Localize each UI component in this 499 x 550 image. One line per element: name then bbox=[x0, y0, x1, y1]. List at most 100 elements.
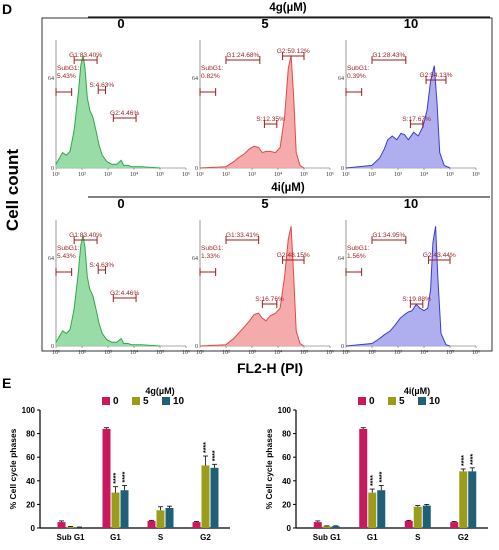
legend-label-0: 0 bbox=[113, 396, 119, 407]
y-tick-label: 60 bbox=[26, 453, 35, 462]
row2-compound: 4i(µM) bbox=[271, 182, 305, 194]
gate-label: S:17.67% bbox=[402, 116, 431, 123]
y-tick-label: 40 bbox=[282, 477, 291, 486]
x-tick-label: 10⁶ bbox=[182, 172, 190, 178]
y-tick-label: 0 bbox=[31, 524, 36, 533]
bar-s-5 bbox=[156, 510, 165, 528]
chart-title: 4g(µM) bbox=[145, 386, 174, 396]
bar-g1-10 bbox=[377, 490, 386, 528]
bar-s-10 bbox=[165, 507, 174, 528]
y-axis-label: % Cell cycle phases bbox=[264, 428, 274, 509]
legend-label-5: 5 bbox=[399, 396, 405, 407]
bar-g1-10 bbox=[120, 490, 129, 528]
y-tick-label: 100 bbox=[22, 406, 36, 415]
x-tick-label: 10⁴ bbox=[274, 350, 282, 356]
concentration-label: 5 bbox=[261, 196, 268, 211]
x-tick-label: 10² bbox=[78, 172, 86, 178]
y-tick-label: 64 bbox=[338, 256, 344, 262]
histogram-1-0: 10¹ 10² 10³ 10⁴ 10⁵ 10⁶ 0 64 0 SubG1:5.43% G1:83.4… bbox=[48, 196, 190, 356]
x-tick-label: 10³ bbox=[248, 172, 256, 178]
category-label: G2 bbox=[200, 533, 211, 542]
histogram-fill bbox=[200, 226, 304, 346]
x-tick-label: 10⁶ bbox=[326, 172, 334, 178]
y-tick-label: 0 bbox=[51, 344, 54, 350]
x-tick-label: 10⁴ bbox=[130, 350, 138, 356]
y-tick-label: 64 bbox=[338, 76, 344, 82]
gate-label-subg1: SubG1: bbox=[57, 245, 80, 252]
gate-label-subg1-value: 0.39% bbox=[347, 73, 366, 80]
x-tick-label: 10³ bbox=[394, 350, 402, 356]
y-tick-label: 0 bbox=[195, 166, 198, 172]
x-tick-label: 10² bbox=[368, 172, 376, 178]
y-tick-label: 0 bbox=[195, 344, 198, 350]
gate-label: G1:28.43% bbox=[372, 52, 405, 59]
gate-label-subg1-value: 5.43% bbox=[57, 73, 76, 80]
x-tick-label: 10² bbox=[222, 172, 230, 178]
significance-stars: **** bbox=[461, 455, 468, 466]
legend-label-0: 0 bbox=[369, 396, 375, 407]
x-tick-label: 10⁴ bbox=[420, 172, 428, 178]
histogram-outline bbox=[199, 226, 305, 347]
bar-s-0 bbox=[404, 520, 413, 528]
panel-d-frame bbox=[41, 17, 493, 352]
x-tick-label: 10² bbox=[78, 350, 86, 356]
significance-stars: **** bbox=[113, 473, 120, 484]
histogram-0-0: 10¹ 10² 10³ 10⁴ 10⁵ 10⁶ 0 64 0 SubG1:5.43% G1:83.4… bbox=[48, 16, 190, 178]
gate-label-subg1-value: 1.56% bbox=[347, 253, 366, 260]
x-tick-label: 10² bbox=[222, 350, 230, 356]
y-tick-label: 0 bbox=[341, 166, 344, 172]
x-tick-label: 10⁵ bbox=[300, 172, 308, 178]
gate-label-subg1: SubG1: bbox=[201, 245, 224, 252]
bar-subg1-0 bbox=[313, 522, 322, 528]
gate-label: G1:83.40% bbox=[69, 52, 102, 59]
gate-label: S:19.88% bbox=[402, 296, 431, 303]
bar-g1-0 bbox=[359, 428, 368, 528]
x-tick-label: 10¹ bbox=[196, 350, 204, 356]
gate-label: G2:43.44% bbox=[423, 252, 456, 259]
histogram-outline bbox=[55, 234, 161, 347]
y-tick-label: 100 bbox=[278, 406, 292, 415]
x-tick-label: 10³ bbox=[104, 172, 112, 178]
bar-subg1-0 bbox=[57, 522, 66, 528]
gate-label-subg1: SubG1: bbox=[201, 65, 224, 72]
histogram-1-2: 10¹ 10² 10³ 10⁴ 10⁵ 10⁶ 0 64 10 SubG1:1.56% G1:34.… bbox=[338, 196, 480, 356]
flow-histograms: 10¹ 10² 10³ 10⁴ 10⁵ 10⁶ 0 64 0 SubG1: 5.43% G1:83.4… bbox=[48, 16, 480, 356]
bar-subg1-5 bbox=[322, 526, 331, 528]
x-tick-label: 10³ bbox=[104, 350, 112, 356]
x-tick-label: 10⁶ bbox=[472, 350, 480, 356]
x-tick-label: 10⁴ bbox=[130, 172, 138, 178]
y-tick-label: 80 bbox=[26, 430, 35, 439]
gate-label: G2:54.13% bbox=[420, 72, 453, 79]
category-label: Sub G1 bbox=[56, 533, 85, 542]
x-tick-label: 10² bbox=[368, 350, 376, 356]
y-tick-label: 64 bbox=[48, 256, 54, 262]
y-axis-label: % Cell cycle phases bbox=[8, 428, 18, 509]
bar-chart-0: 4g(µM) % Cell cycle phases 0 20 40 60 80 100 0 5 1… bbox=[8, 386, 230, 542]
bar-g2-5 bbox=[459, 471, 468, 528]
legend-label-5: 5 bbox=[143, 396, 149, 407]
gate-label: S:16.76% bbox=[255, 296, 284, 303]
category-label: G1 bbox=[110, 533, 121, 542]
histogram-fill bbox=[346, 226, 450, 346]
histogram-outline bbox=[199, 55, 305, 169]
panel-d-x-label: FL2-H (PI) bbox=[237, 360, 303, 376]
x-tick-label: 10⁶ bbox=[326, 350, 334, 356]
bar-g2-10 bbox=[468, 471, 477, 528]
y-tick-label: 40 bbox=[26, 477, 35, 486]
legend-label-10: 10 bbox=[429, 396, 441, 407]
legend-swatch-0 bbox=[358, 397, 366, 405]
x-tick-label: 10⁵ bbox=[446, 350, 454, 356]
bar-subg1-10 bbox=[75, 527, 84, 528]
bar-g2-0 bbox=[192, 522, 201, 528]
legend-label-10: 10 bbox=[173, 396, 185, 407]
category-label: S bbox=[415, 533, 421, 542]
bar-g2-0 bbox=[450, 522, 459, 528]
bar-subg1-10 bbox=[331, 526, 340, 528]
bar-subg1-5 bbox=[66, 526, 75, 528]
x-tick-label: 10⁴ bbox=[274, 172, 282, 178]
gate-label: G2:4.46% bbox=[110, 290, 139, 297]
gate-label-subg1-value: 0.82% bbox=[201, 73, 220, 80]
gate-label: S:12.35% bbox=[256, 116, 285, 123]
gate-label-subg1: SubG1: bbox=[347, 245, 370, 252]
